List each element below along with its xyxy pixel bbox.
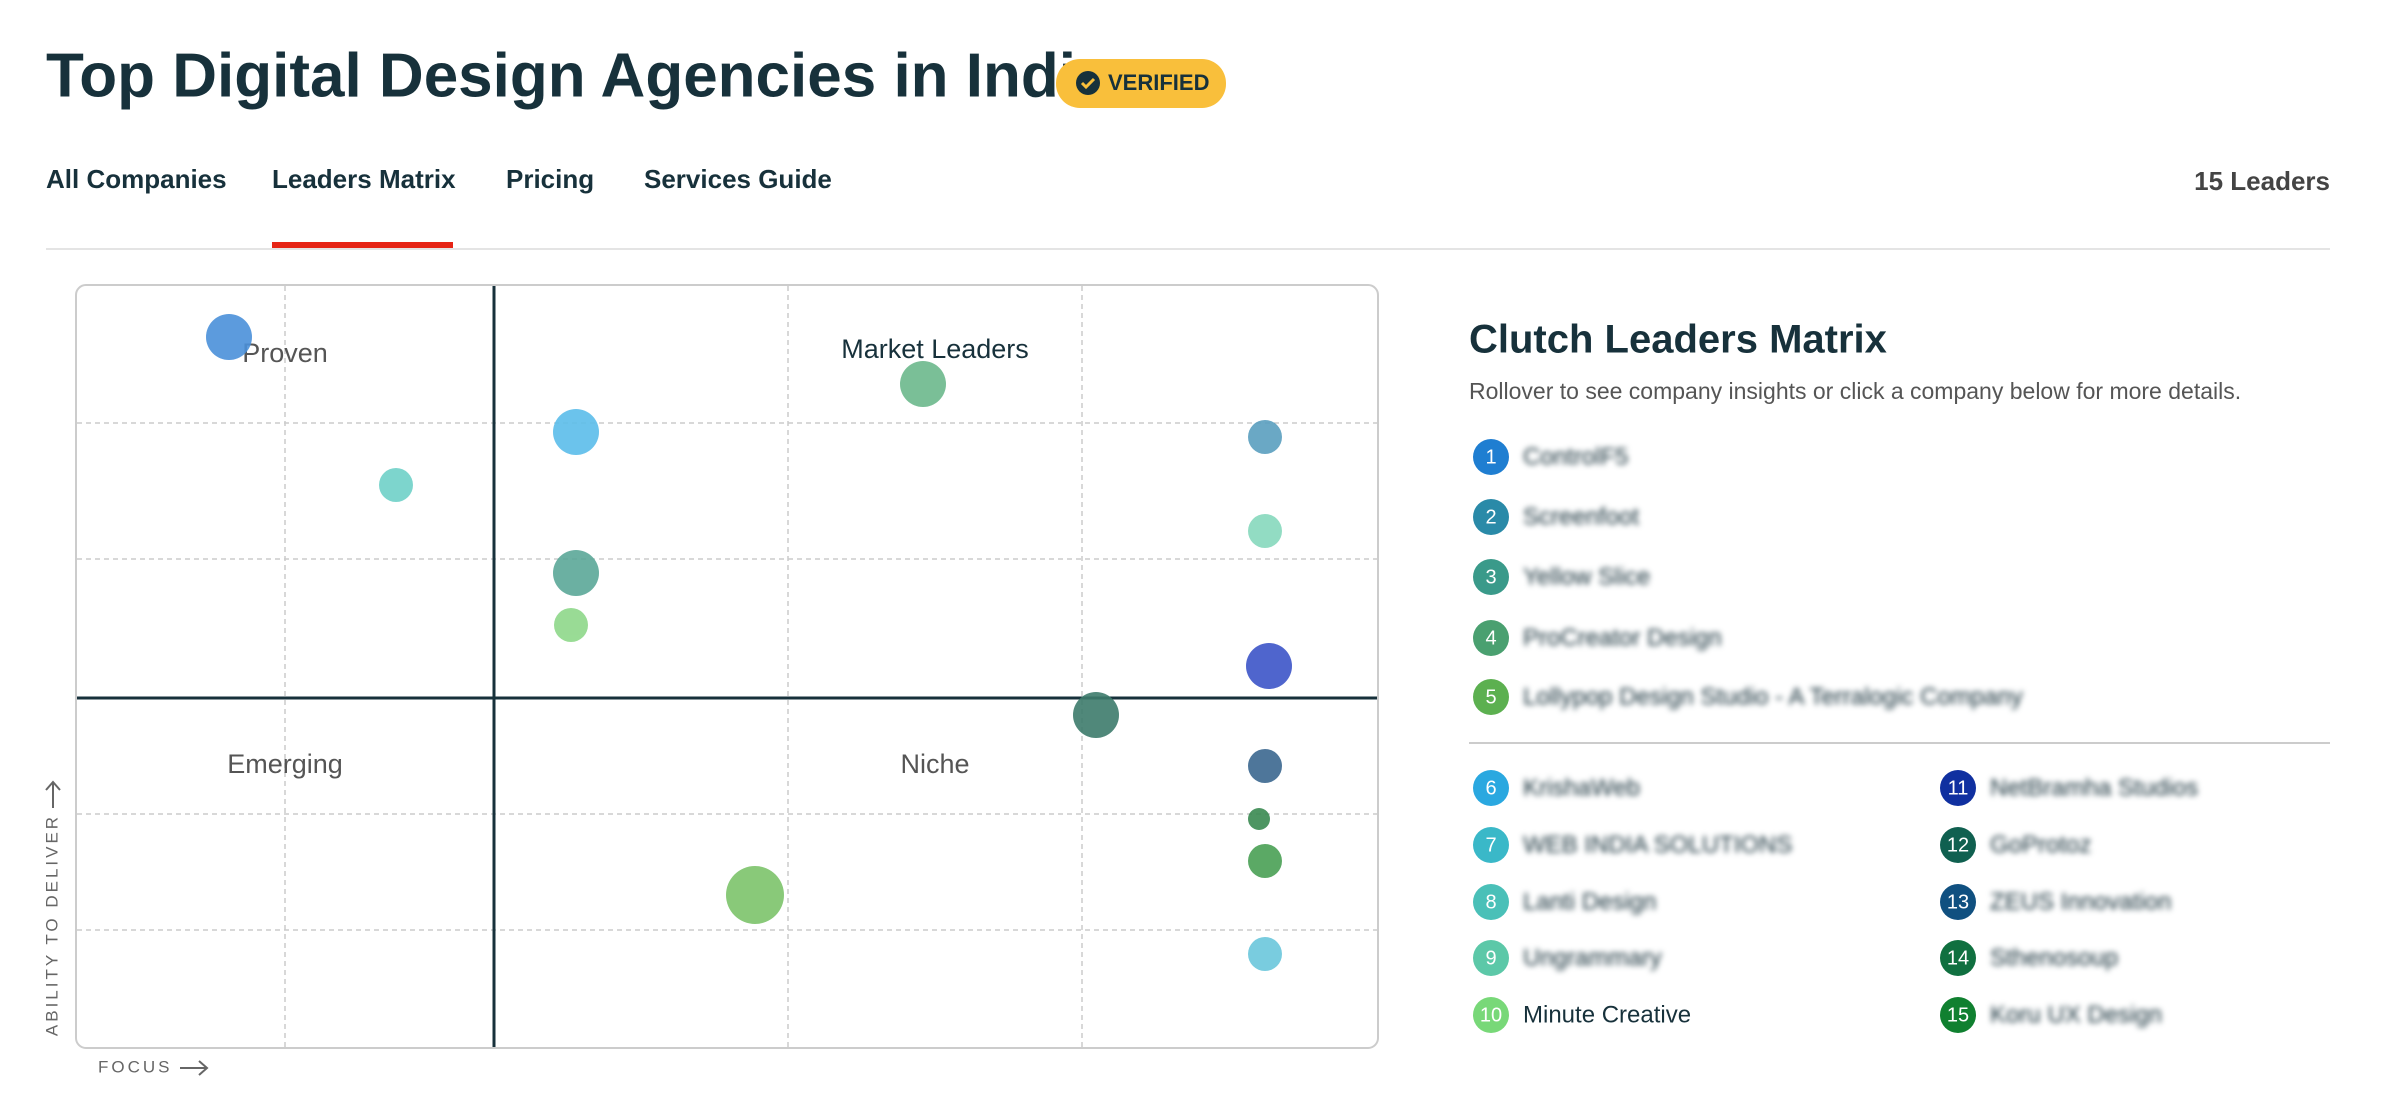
bubble[interactable] [553, 550, 599, 596]
bubble[interactable] [1246, 643, 1292, 689]
company-number-badge [1473, 499, 1509, 535]
bubble[interactable] [379, 468, 413, 502]
bubble[interactable] [554, 608, 588, 642]
company-number: 6 [1485, 777, 1496, 799]
company-number: 12 [1947, 834, 1969, 856]
leader-count: 15 Leaders [2194, 166, 2330, 196]
matrix-frame [75, 284, 1379, 1049]
verified-badge [1056, 59, 1226, 108]
quadrant-label: Proven [242, 338, 328, 368]
bubble[interactable] [1248, 844, 1282, 878]
company-name[interactable]: NetBramha Studios [1990, 774, 2198, 801]
bubbles [206, 314, 1292, 971]
company-number-badge [1473, 439, 1509, 475]
company-name[interactable]: Yellow Slice [1523, 563, 1650, 590]
company-number: 7 [1485, 834, 1496, 856]
tab[interactable]: Pricing [506, 164, 594, 194]
company-number: 1 [1485, 446, 1496, 468]
badge-check [1080, 77, 1096, 90]
company-number-badge [1473, 770, 1509, 806]
company-name[interactable]: WEB INDIA SOLUTIONS [1523, 831, 1792, 858]
company-number-badge [1473, 940, 1509, 976]
company-name[interactable]: ZEUS Innovation [1990, 888, 2171, 915]
company-number-badge [1940, 997, 1976, 1033]
matrix-grid [77, 286, 1377, 1047]
page-title: Top Digital Design Agencies in India [46, 41, 1111, 110]
company-number-badge [1940, 770, 1976, 806]
company-name[interactable]: KrishaWeb [1523, 774, 1640, 801]
quadrant-label: Market Leaders [841, 334, 1029, 364]
company-name[interactable]: ControlF5 [1523, 443, 1628, 470]
company-name[interactable]: Minute Creative [1523, 1001, 1691, 1028]
company-number: 13 [1947, 891, 1969, 913]
y-arrow [45, 780, 61, 808]
company-number: 3 [1485, 566, 1496, 588]
tab[interactable]: Leaders Matrix [272, 164, 456, 194]
company-number: 15 [1947, 1004, 1969, 1026]
company-number-badge [1473, 997, 1509, 1033]
company-number-badge [1473, 827, 1509, 863]
company-number: 4 [1485, 627, 1496, 649]
company-name[interactable]: ProCreator Design [1523, 624, 1722, 651]
company-name[interactable]: Lanti Design [1523, 888, 1656, 915]
panel-title: Clutch Leaders Matrix [1469, 318, 1887, 362]
tab[interactable]: Services Guide [644, 164, 832, 194]
quadrant-label: Emerging [227, 749, 343, 779]
company-number-badge [1940, 884, 1976, 920]
company-number: 10 [1480, 1004, 1502, 1026]
company-number-badge [1473, 559, 1509, 595]
bubble[interactable] [206, 314, 252, 360]
company-number-badge [1473, 620, 1509, 656]
x-axis-label: FOCUS [98, 1057, 173, 1076]
bubble[interactable] [726, 866, 784, 924]
active-tab-indicator [272, 242, 453, 248]
company-number-badge [1473, 884, 1509, 920]
quadrant-label: Niche [900, 749, 969, 779]
bubble[interactable] [1073, 692, 1119, 738]
bubble[interactable] [1248, 808, 1270, 830]
company-number: 2 [1485, 506, 1496, 528]
company-number-badge [1940, 940, 1976, 976]
company-number-badge [1473, 679, 1509, 715]
tab[interactable]: All Companies [46, 164, 227, 194]
company-name[interactable]: Lollypop Design Studio - A Terralogic Co… [1523, 683, 2023, 710]
y-axis-label: ABILITY TO DELIVER [42, 814, 61, 1036]
company-name[interactable]: GoProtoz [1990, 831, 2091, 858]
company-name[interactable]: Sthenosoup [1990, 944, 2118, 971]
company-number: 9 [1485, 947, 1496, 969]
bubble[interactable] [553, 409, 599, 455]
company-number: 14 [1947, 947, 1969, 969]
company-name[interactable]: Screenfoot [1523, 503, 1639, 530]
company-number: 8 [1485, 891, 1496, 913]
bubble[interactable] [1248, 420, 1282, 454]
company-name[interactable]: Koru UX Design [1990, 1001, 2162, 1028]
bubble[interactable] [1248, 937, 1282, 971]
panel-subtitle: Rollover to see company insights or clic… [1469, 378, 2241, 404]
badge-text: VERIFIED [1108, 70, 1209, 95]
bubble[interactable] [1248, 514, 1282, 548]
company-name[interactable]: Ungrammary [1523, 944, 1662, 971]
company-number: 11 [1948, 777, 1969, 799]
company-number: 5 [1485, 686, 1496, 708]
company-number-badge [1940, 827, 1976, 863]
bubble[interactable] [1248, 749, 1282, 783]
bubble[interactable] [900, 361, 946, 407]
x-arrow [180, 1060, 209, 1076]
